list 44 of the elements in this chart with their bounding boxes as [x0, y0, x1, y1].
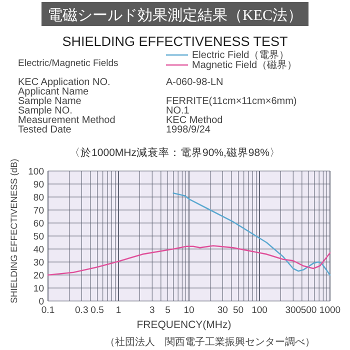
legend-title: Electric/Magnetic Fields [18, 58, 119, 69]
y-tick-label: 80 [33, 192, 44, 204]
text: KEC Application NO. [18, 77, 110, 88]
x-tick-label: 0.5 [90, 305, 104, 316]
text: A-060-98-LN [166, 77, 224, 88]
text: 〈於1000MHz減衰率：電界90%,磁界98%〉 [70, 146, 280, 159]
y-tick-label: 60 [33, 218, 44, 230]
chart-title: 電磁シールド効果測定結果（KEC法） [48, 7, 302, 24]
y-tick-label: 20 [33, 270, 44, 282]
text: Applicant Name [18, 86, 90, 98]
chart-subtitle: SHIELDING EFFECTIVENESS TEST [62, 34, 288, 49]
x-tick-label: 1 [116, 305, 122, 316]
y-tick-label: 30 [33, 258, 44, 268]
y-tick-label: 50 [33, 232, 44, 242]
text: Tested Date [18, 124, 72, 136]
text: KEC Method [166, 115, 223, 126]
x-tick-label: 500 [300, 305, 317, 316]
text: Measurement Method [18, 115, 116, 126]
legend-label: Electric Field（電界） [192, 50, 290, 61]
y-axis-title: SHIELDING EFFECTIVENESS (dB) [9, 158, 19, 304]
y-tick-label: 90 [33, 180, 44, 190]
x-tick-label: 1000 [319, 305, 341, 316]
y-tick-label: 100 [28, 166, 44, 178]
x-tick-label: 5 [165, 305, 170, 316]
text: （社団法人 関西電子工業振興センター調べ） [105, 336, 315, 348]
text: 1998/9/24 [166, 124, 211, 136]
text: FERRITE(11cm×11cm×6mm) [166, 96, 297, 107]
x-tick-label: 0.1 [41, 305, 55, 316]
y-tick-label: 10 [33, 284, 44, 294]
x-tick-label: 50 [232, 305, 244, 316]
legend-label: Magnetic Field（磁界） [192, 59, 298, 71]
y-tick-label: 0 [38, 296, 44, 308]
x-axis-title: FREQUENCY(MHz) [136, 319, 232, 331]
x-tick-label: 300 [285, 305, 302, 316]
text: Sample Name [18, 96, 82, 107]
y-tick-label: 40 [33, 244, 44, 256]
x-tick-label: 10 [184, 305, 194, 316]
x-tick-label: 30 [217, 305, 228, 316]
text: NO.1 [166, 106, 190, 116]
x-tick-label: 100 [252, 305, 268, 316]
x-tick-label: 3 [149, 305, 155, 316]
x-tick-label: 0.3 [75, 305, 88, 316]
y-tick-label: 70 [33, 206, 44, 216]
text: Sample NO. [18, 106, 72, 116]
